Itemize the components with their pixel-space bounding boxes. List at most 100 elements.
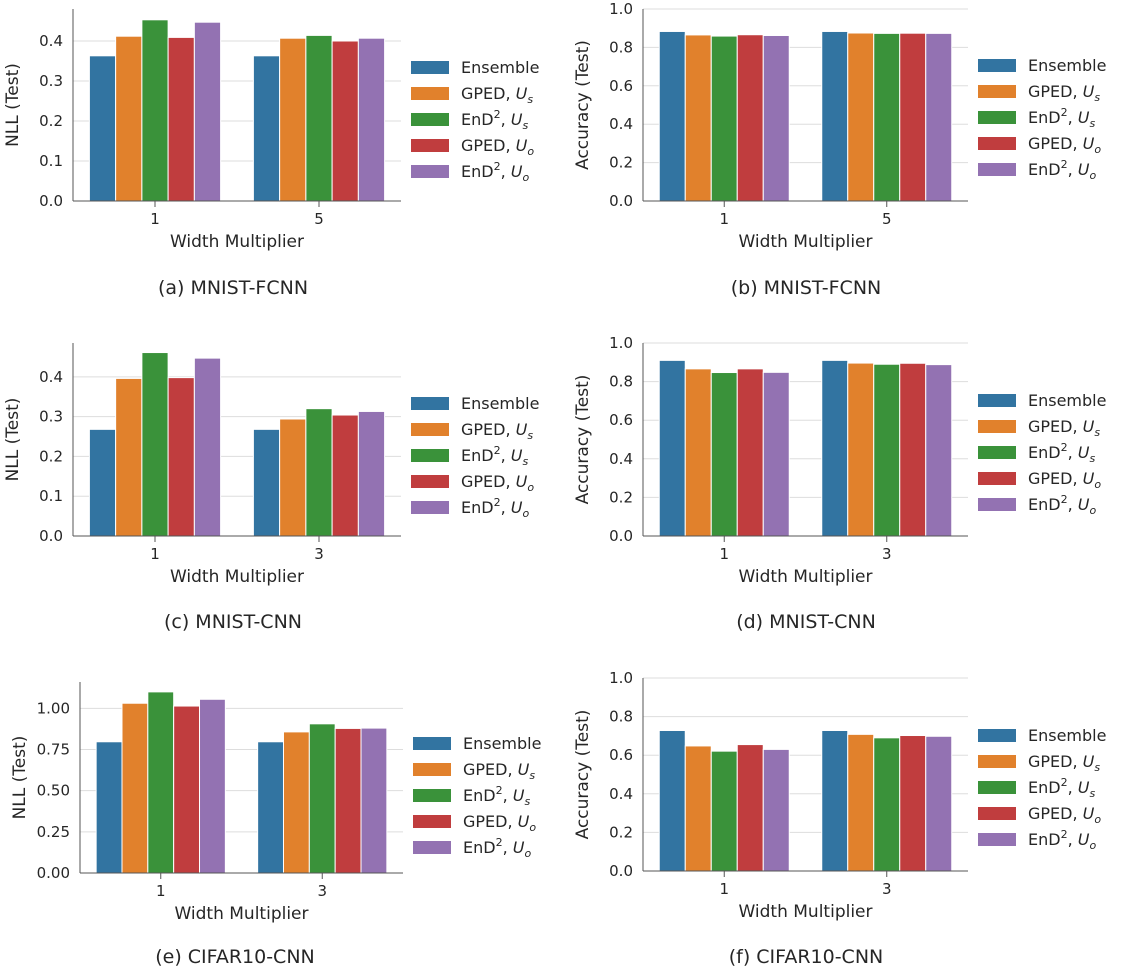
bar bbox=[257, 741, 284, 874]
bar bbox=[95, 741, 123, 874]
legend-text: GPED, bbox=[461, 420, 516, 439]
x-axis-label: Width Multiplier bbox=[738, 902, 872, 922]
y-tick-label: 0.0 bbox=[609, 527, 633, 545]
bar bbox=[847, 32, 875, 202]
bar bbox=[308, 723, 336, 874]
legend-text: GPED, bbox=[463, 812, 518, 831]
legend-subscript: s bbox=[1094, 761, 1100, 774]
y-tick-label: 0.6 bbox=[609, 77, 633, 95]
legend-text: EnD bbox=[1028, 830, 1061, 849]
legend-variable: U bbox=[1078, 108, 1090, 127]
legend-superscript: 2 bbox=[1061, 158, 1068, 171]
legend-swatch bbox=[413, 841, 451, 854]
bar bbox=[357, 37, 386, 202]
legend-separator: , bbox=[1068, 778, 1078, 797]
legend-variable: U bbox=[1078, 495, 1090, 514]
bar bbox=[141, 19, 169, 202]
y-tick-label: 1.0 bbox=[609, 334, 633, 352]
legend-text: EnD bbox=[1028, 778, 1061, 797]
legend-swatch bbox=[411, 113, 449, 126]
legend-superscript: 2 bbox=[1061, 106, 1068, 119]
legend-swatch bbox=[411, 449, 449, 462]
bar bbox=[199, 698, 226, 874]
legend-subscript: o bbox=[1089, 169, 1096, 182]
legend-label: Ensemble bbox=[461, 58, 539, 77]
legend-swatch bbox=[978, 755, 1016, 768]
bar bbox=[173, 705, 201, 874]
bar bbox=[360, 727, 388, 874]
bar bbox=[658, 30, 686, 202]
legend-separator: , bbox=[503, 786, 513, 805]
bar bbox=[821, 359, 849, 537]
legend-swatch bbox=[978, 807, 1016, 820]
x-tick-label: 3 bbox=[317, 882, 327, 900]
legend-label: GPED, Us bbox=[1028, 417, 1100, 439]
y-tick-label: 0.2 bbox=[609, 823, 633, 841]
x-tick-label: 3 bbox=[882, 880, 892, 898]
y-tick-label: 0.0 bbox=[609, 862, 633, 880]
bar bbox=[279, 37, 307, 202]
legend-variable: U bbox=[518, 760, 530, 779]
y-tick-label: 0.0 bbox=[39, 192, 63, 210]
legend-variable: U bbox=[511, 498, 523, 517]
y-tick-label: 1.0 bbox=[609, 0, 633, 18]
legend-subscript: o bbox=[529, 821, 536, 834]
bar bbox=[115, 377, 143, 537]
legend-superscript: 2 bbox=[496, 784, 503, 797]
bar bbox=[167, 377, 195, 537]
bar bbox=[736, 368, 764, 537]
legend-text: GPED, bbox=[1028, 82, 1083, 101]
legend-label: Ensemble bbox=[461, 394, 539, 413]
legend-swatch bbox=[411, 475, 449, 488]
bar bbox=[88, 55, 117, 202]
legend-label: GPED, Uo bbox=[1028, 469, 1101, 491]
legend-superscript: 2 bbox=[1061, 828, 1068, 841]
bar bbox=[821, 729, 849, 872]
legend-subscript: s bbox=[1089, 117, 1095, 130]
legend-swatch bbox=[978, 111, 1016, 124]
legend-variable: U bbox=[1083, 417, 1095, 436]
y-tick-label: 0.1 bbox=[39, 487, 63, 505]
legend-separator: , bbox=[501, 498, 511, 517]
legend-superscript: 2 bbox=[1061, 493, 1068, 506]
legend-variable: U bbox=[511, 162, 523, 181]
legend-variable: U bbox=[1078, 778, 1090, 797]
legend-swatch bbox=[413, 815, 451, 828]
legend-separator: , bbox=[1068, 443, 1078, 462]
bar bbox=[331, 414, 359, 537]
legend-variable: U bbox=[1083, 804, 1095, 823]
bar bbox=[710, 750, 738, 872]
legend-swatch bbox=[411, 165, 449, 178]
y-axis-label: NLL (Test) bbox=[3, 63, 23, 147]
y-tick-label: 0.4 bbox=[39, 32, 63, 50]
bar bbox=[167, 36, 195, 202]
bar bbox=[279, 418, 307, 537]
legend-label: Ensemble bbox=[1028, 391, 1106, 410]
bar bbox=[925, 364, 953, 537]
y-tick-label: 0.8 bbox=[609, 373, 633, 391]
legend-variable: U bbox=[1083, 469, 1095, 488]
x-axis-label: Width Multiplier bbox=[170, 567, 304, 587]
y-tick-label: 0.3 bbox=[39, 408, 63, 426]
bar bbox=[847, 733, 875, 872]
legend-separator: , bbox=[501, 162, 511, 181]
y-tick-label: 0.8 bbox=[609, 708, 633, 726]
y-tick-label: 0.50 bbox=[37, 782, 70, 800]
x-axis-label: Width Multiplier bbox=[170, 232, 304, 252]
legend-label: EnD2, Uo bbox=[461, 160, 529, 184]
legend-variable: U bbox=[513, 838, 525, 857]
bar bbox=[925, 32, 953, 202]
legend-swatch bbox=[978, 781, 1016, 794]
legend-text: EnD bbox=[463, 786, 496, 805]
legend-label: GPED, Us bbox=[461, 420, 533, 442]
legend-text: EnD bbox=[461, 446, 494, 465]
bar bbox=[141, 352, 169, 537]
legend-label: EnD2, Us bbox=[1028, 441, 1095, 465]
legend-subscript: s bbox=[522, 455, 528, 468]
x-tick-label: 1 bbox=[156, 882, 166, 900]
bar bbox=[925, 735, 953, 872]
legend-label: GPED, Us bbox=[461, 84, 533, 106]
legend-swatch bbox=[411, 501, 449, 514]
legend-subscript: s bbox=[527, 429, 533, 442]
